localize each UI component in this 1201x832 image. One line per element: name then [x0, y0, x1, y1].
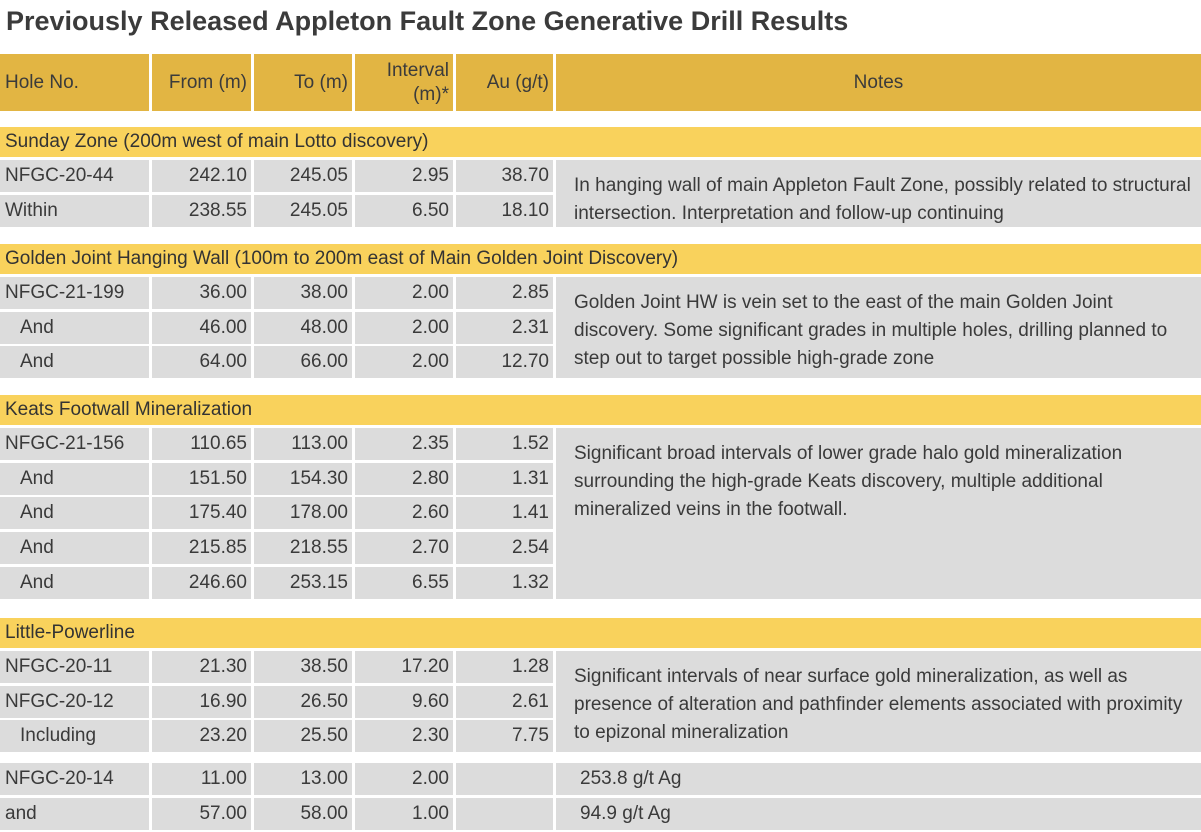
- cell-to: 13.00: [254, 763, 352, 795]
- cell-au: 38.70: [456, 160, 553, 192]
- cell-hole: And: [0, 567, 149, 599]
- cell-from: 242.10: [152, 160, 251, 192]
- notes-cell: Significant broad intervals of lower gra…: [556, 428, 1201, 599]
- cell-au: 2.54: [456, 532, 553, 564]
- cell-from: 57.00: [152, 798, 251, 830]
- cell-interval: 6.55: [355, 567, 453, 599]
- cell-from: 36.00: [152, 277, 251, 309]
- cell-hole: NFGC-21-199: [0, 277, 149, 309]
- cell-hole: NFGC-21-156: [0, 428, 149, 460]
- cell-au: 1.32: [456, 567, 553, 599]
- page-title: Previously Released Appleton Fault Zone …: [6, 6, 849, 36]
- cell-au: 2.85: [456, 277, 553, 309]
- cell-interval: 2.70: [355, 532, 453, 564]
- cell-from: 64.00: [152, 346, 251, 378]
- section-header: Keats Footwall Mineralization: [0, 395, 1201, 425]
- cell-from: 110.65: [152, 428, 251, 460]
- section-header: Sunday Zone (200m west of main Lotto dis…: [0, 127, 1201, 157]
- cell-interval: 1.00: [355, 798, 453, 830]
- cell-hole: And: [0, 497, 149, 529]
- cell-to: 66.00: [254, 346, 352, 378]
- cell-hole: Including: [0, 720, 149, 752]
- cell-au: [456, 763, 553, 795]
- cell-from: 175.40: [152, 497, 251, 529]
- cell-au: 1.52: [456, 428, 553, 460]
- header-from: From (m): [152, 54, 251, 111]
- header-au: Au (g/t): [456, 54, 553, 111]
- cell-to: 154.30: [254, 463, 352, 495]
- cell-au: 1.31: [456, 463, 553, 495]
- cell-interval: 2.95: [355, 160, 453, 192]
- header-hole: Hole No.: [0, 54, 149, 111]
- cell-interval: 2.60: [355, 497, 453, 529]
- cell-interval: 2.00: [355, 346, 453, 378]
- header-notes: Notes: [556, 54, 1201, 111]
- cell-au: 1.28: [456, 651, 553, 683]
- cell-to: 218.55: [254, 532, 352, 564]
- cell-to: 253.15: [254, 567, 352, 599]
- header-interval: Interval (m)*: [355, 54, 453, 111]
- notes-cell: In hanging wall of main Appleton Fault Z…: [556, 160, 1201, 227]
- cell-au: [456, 798, 553, 830]
- cell-interval: 2.30: [355, 720, 453, 752]
- section-header: Golden Joint Hanging Wall (100m to 200m …: [0, 244, 1201, 274]
- cell-from: 23.20: [152, 720, 251, 752]
- cell-from: 11.00: [152, 763, 251, 795]
- cell-from: 215.85: [152, 532, 251, 564]
- cell-interval: 2.00: [355, 763, 453, 795]
- cell-au: 1.41: [456, 497, 553, 529]
- cell-interval: 2.00: [355, 277, 453, 309]
- cell-to: 178.00: [254, 497, 352, 529]
- cell-ag-grade: 253.8 g/t Ag: [556, 763, 1201, 795]
- cell-to: 38.00: [254, 277, 352, 309]
- notes-cell: Golden Joint HW is vein set to the east …: [556, 277, 1201, 378]
- cell-interval: 2.80: [355, 463, 453, 495]
- cell-au: 12.70: [456, 346, 553, 378]
- cell-au: 18.10: [456, 195, 553, 227]
- cell-interval: 2.35: [355, 428, 453, 460]
- cell-hole: And: [0, 312, 149, 344]
- section-header: Little-Powerline: [0, 618, 1201, 648]
- cell-ag-grade: 94.9 g/t Ag: [556, 798, 1201, 830]
- cell-hole: NFGC-20-14: [0, 763, 149, 795]
- cell-to: 48.00: [254, 312, 352, 344]
- cell-from: 16.90: [152, 686, 251, 718]
- cell-hole: Within: [0, 195, 149, 227]
- cell-hole: And: [0, 346, 149, 378]
- cell-hole: And: [0, 463, 149, 495]
- cell-au: 2.61: [456, 686, 553, 718]
- cell-from: 238.55: [152, 195, 251, 227]
- cell-to: 245.05: [254, 160, 352, 192]
- cell-interval: 6.50: [355, 195, 453, 227]
- cell-from: 151.50: [152, 463, 251, 495]
- cell-to: 38.50: [254, 651, 352, 683]
- cell-au: 7.75: [456, 720, 553, 752]
- cell-to: 245.05: [254, 195, 352, 227]
- cell-to: 58.00: [254, 798, 352, 830]
- cell-hole: NFGC-20-44: [0, 160, 149, 192]
- cell-interval: 9.60: [355, 686, 453, 718]
- cell-to: 25.50: [254, 720, 352, 752]
- notes-cell: Significant intervals of near surface go…: [556, 651, 1201, 752]
- cell-hole: NFGC-20-11: [0, 651, 149, 683]
- header-to: To (m): [254, 54, 352, 111]
- cell-from: 21.30: [152, 651, 251, 683]
- cell-au: 2.31: [456, 312, 553, 344]
- cell-from: 46.00: [152, 312, 251, 344]
- cell-from: 246.60: [152, 567, 251, 599]
- cell-interval: 2.00: [355, 312, 453, 344]
- cell-hole: And: [0, 532, 149, 564]
- cell-hole: and: [0, 798, 149, 830]
- cell-to: 26.50: [254, 686, 352, 718]
- cell-interval: 17.20: [355, 651, 453, 683]
- cell-to: 113.00: [254, 428, 352, 460]
- cell-hole: NFGC-20-12: [0, 686, 149, 718]
